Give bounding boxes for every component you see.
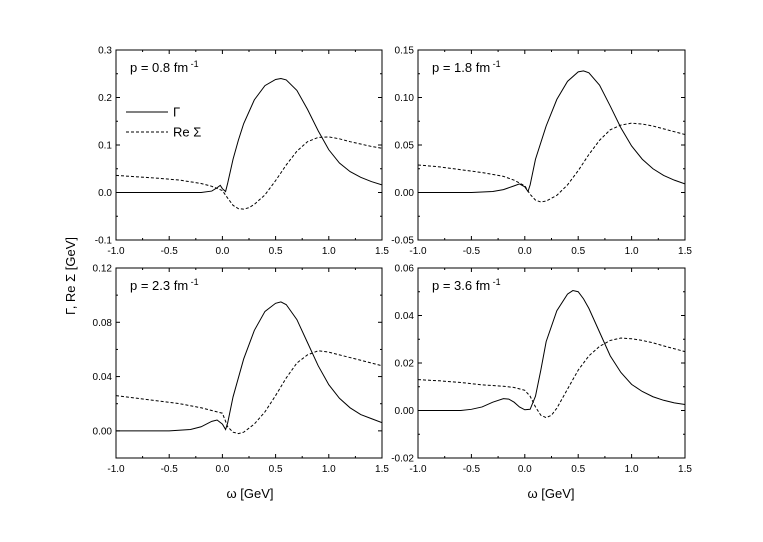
x-tick-label: 1.5 [678,464,692,475]
y-tick-label: 0.05 [395,141,415,152]
legend: Γ Re Σ [126,105,201,140]
y-tick-label: 0.04 [395,311,415,322]
panel-frame [115,267,383,459]
y-tick-label: 0.00 [93,426,113,437]
x-tick-label: 0.5 [269,464,283,475]
x-tick-label: -1.0 [107,464,125,475]
panel-3: -1.0 -0.5 0.0 0.5 1.0 1.5 0.00 0.04 0.08 0.12 p = … [93,264,390,476]
y-tick-label: 0.04 [93,372,113,383]
panel-label: p = 0.8 fm -1 [130,59,199,75]
x-tick-label: 1.0 [625,464,639,475]
x-tick-label: 0.5 [571,464,585,475]
x-axis-label-left: ω [GeV] [227,486,274,501]
y-axis-label: Γ, Re Σ [GeV] [63,237,78,315]
y-tick-label: 0.02 [395,359,415,370]
panel-label: p = 2.3 fm -1 [130,277,199,293]
y-tick-label: 0.12 [93,264,113,275]
x-tick-label: 0.5 [269,246,283,257]
x-tick-label: 0.0 [215,464,229,475]
y-tick-label: 0.15 [395,46,415,57]
x-tick-label: 0.5 [571,246,585,257]
panels: -1.0 -0.5 0.0 0.5 1.0 1.5 -0.1 0.0 0.1 0.2 0.3 p = … [93,46,693,476]
series-re-sigma-line [418,337,685,419]
x-tick-label: -0.5 [161,464,179,475]
legend-label: Γ [173,105,180,120]
y-tick-label: 0.00 [395,406,415,417]
x-axis-label-right: ω [GeV] [528,486,575,501]
panel-label: p = 3.6 fm -1 [432,277,501,293]
y-tick-label: 0.1 [98,141,112,152]
y-tick-label: 0.08 [93,318,113,329]
y-tick-label: -0.1 [95,236,113,247]
x-tick-label: -1.0 [409,464,427,475]
x-tick-label: 0.0 [215,246,229,257]
x-tick-label: -0.5 [463,246,481,257]
series-gamma-line [418,290,685,411]
series-re-sigma-line [116,350,382,435]
y-tick-label: 0.2 [98,93,112,104]
y-tick-label: -0.02 [391,454,414,465]
y-tick-label: 0.00 [395,188,415,199]
legend-label: Re Σ [173,125,201,140]
panel-2: -1.0 -0.5 0.0 0.5 1.0 1.5 -0.05 0.00 0.05 0.10 0.1… [391,46,692,258]
y-tick-label: 0.0 [98,188,112,199]
series-gamma-line [418,70,685,193]
y-tick-label: 0.06 [395,264,415,275]
x-tick-label: 1.5 [375,246,389,257]
x-tick-label: -0.5 [463,464,481,475]
panel-label: p = 1.8 fm -1 [432,59,501,75]
x-tick-label: -1.0 [409,246,427,257]
series-gamma-line [116,77,382,193]
x-tick-label: 1.5 [375,464,389,475]
panel-1: -1.0 -0.5 0.0 0.5 1.0 1.5 -0.1 0.0 0.1 0.2 0.3 p = … [95,46,390,258]
series-re-sigma-line [418,122,685,203]
x-tick-label: 0.0 [518,246,532,257]
x-tick-label: 1.0 [322,246,336,257]
x-tick-label: 1.0 [625,246,639,257]
y-tick-label: -0.05 [391,236,414,247]
x-tick-label: 0.0 [518,464,532,475]
series-re-sigma-line [116,136,382,210]
y-tick-label: 0.10 [395,93,415,104]
series-gamma-line [116,301,382,432]
x-tick-label: -1.0 [107,246,125,257]
panel-4: -1.0 -0.5 0.0 0.5 1.0 1.5 -0.02 0.00 0.02 0.04 0.0… [391,264,692,476]
y-tick-label: 0.3 [98,46,112,57]
x-tick-label: 1.5 [678,246,692,257]
panel-frame [115,49,383,241]
x-tick-label: -0.5 [161,246,179,257]
panel-frame [417,49,686,241]
panel-frame [417,267,686,459]
x-tick-label: 1.0 [322,464,336,475]
